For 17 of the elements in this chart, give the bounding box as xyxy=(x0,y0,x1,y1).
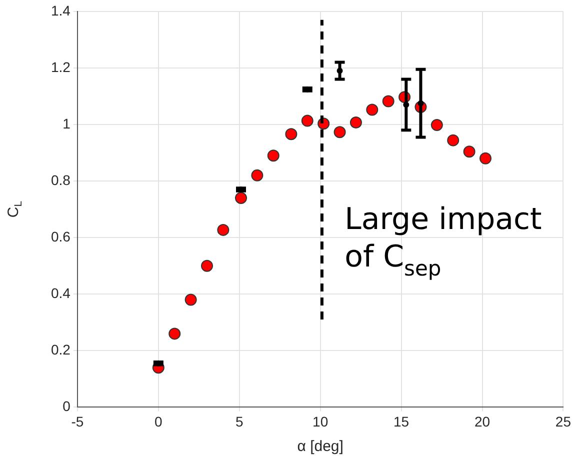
x-tick-label: -5 xyxy=(71,413,84,430)
x-tick-label: 25 xyxy=(555,413,572,430)
x-tick-label: 20 xyxy=(474,413,490,430)
y-axis-title: CL xyxy=(5,200,24,218)
x-tick-label: 5 xyxy=(235,413,244,430)
y-tick-label: 0.4 xyxy=(50,284,71,301)
x-tick-label: 10 xyxy=(312,413,328,430)
x-tick-label: 15 xyxy=(394,413,410,430)
y-tick-label: 0.2 xyxy=(50,342,71,358)
y-tick-label: 1.4 xyxy=(50,2,71,18)
x-tick-label: 0 xyxy=(154,413,163,430)
x-axis-title: α [deg] xyxy=(297,438,344,456)
y-tick-label: 0 xyxy=(62,398,71,414)
y-tick-label: 0.8 xyxy=(50,172,71,188)
y-tick-label: 0.6 xyxy=(50,228,71,244)
y-tick-label: 1.2 xyxy=(50,58,71,75)
y-tick-label: 1 xyxy=(62,115,71,132)
